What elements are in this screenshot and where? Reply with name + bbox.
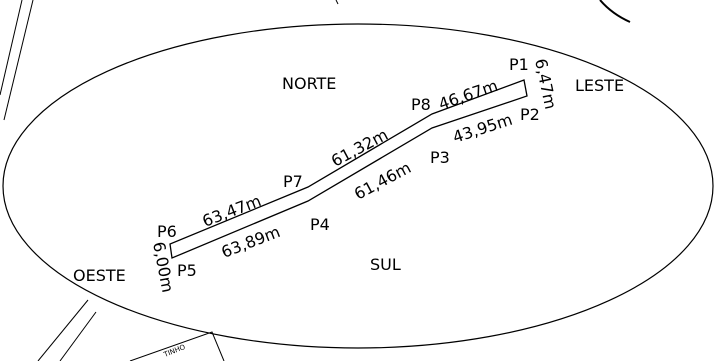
segment-p2-p3-length: 43,95m bbox=[450, 110, 514, 147]
surrounding-lines bbox=[0, 0, 631, 361]
point-p3: P3 bbox=[430, 148, 450, 167]
direction-east: LESTE bbox=[575, 76, 624, 95]
segment-p5-p6-length: 6,00m bbox=[149, 240, 177, 294]
street-block bbox=[129, 331, 225, 361]
road-line-left-1 bbox=[0, 0, 23, 96]
point-p5: P5 bbox=[177, 261, 197, 280]
arrow-mark bbox=[599, 0, 631, 23]
lot-boundary bbox=[169, 79, 528, 259]
segment-p4-p5-length: 63,89m bbox=[219, 222, 283, 262]
direction-south: SUL bbox=[370, 255, 401, 274]
point-p4: P4 bbox=[310, 215, 330, 234]
road-line-bottom-1 bbox=[37, 299, 89, 361]
segment-p7-p8-length: 61,32m bbox=[328, 125, 391, 171]
point-p8: P8 bbox=[411, 95, 431, 114]
point-p2: P2 bbox=[520, 105, 540, 124]
road-line-bottom-2 bbox=[59, 311, 97, 361]
point-p7: P7 bbox=[283, 172, 303, 191]
road-line-left-2 bbox=[3, 0, 34, 121]
point-p6: P6 bbox=[157, 222, 177, 241]
segment-p6-p7-length: 63,47m bbox=[200, 191, 264, 231]
area-ellipse bbox=[2, 23, 714, 349]
segment-p3-p4-length: 61,46m bbox=[351, 158, 414, 204]
segment-p1-p2-length: 6,47m bbox=[531, 57, 560, 111]
north-tick bbox=[335, 0, 339, 5]
direction-north: NORTE bbox=[282, 74, 336, 93]
point-p1: P1 bbox=[509, 55, 529, 74]
direction-west: OESTE bbox=[73, 266, 126, 285]
